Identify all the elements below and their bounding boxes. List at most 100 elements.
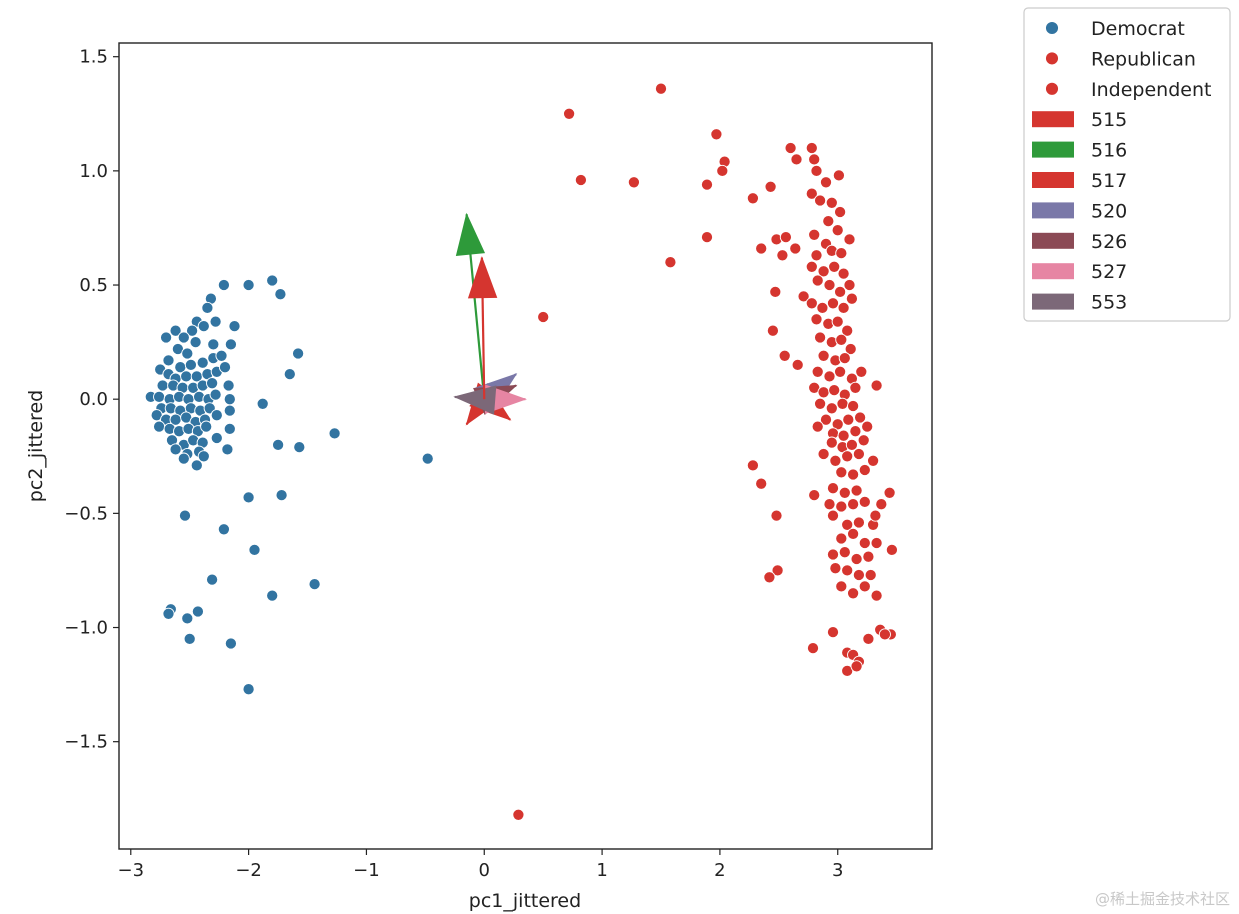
legend-label: Democrat [1091, 18, 1185, 40]
data-point-republican [574, 173, 587, 187]
legend-patch [1032, 172, 1074, 188]
data-point-republican [825, 436, 838, 449]
data-point-republican [870, 379, 883, 392]
data-point-democrat [248, 543, 261, 556]
data-point-democrat [207, 338, 220, 351]
data-point-democrat [162, 607, 175, 620]
data-point-democrat [210, 431, 223, 445]
data-point-democrat [209, 315, 222, 328]
data-point-democrat [169, 324, 182, 337]
data-point-republican [845, 292, 858, 305]
data-point-democrat [189, 336, 202, 349]
y-tick-label: 1.5 [79, 47, 108, 68]
data-point-republican [826, 297, 840, 310]
legend-patch [1032, 293, 1074, 310]
legend-label: 516 [1091, 140, 1127, 162]
y-tick-label: −1.5 [64, 732, 108, 753]
data-point-democrat [177, 331, 190, 344]
y-tick-label: 0.5 [79, 275, 108, 296]
data-point-republican [716, 164, 729, 177]
data-point-republican [810, 249, 823, 262]
data-point-republican [823, 370, 836, 383]
y-axis-label: pc2_jittered [25, 390, 47, 502]
legend-label: Republican [1091, 48, 1196, 70]
data-point-democrat [178, 509, 192, 522]
data-point-democrat [177, 452, 190, 465]
data-point-republican [710, 128, 723, 141]
data-point-republican [885, 543, 898, 556]
data-point-republican [861, 420, 874, 433]
x-tick-label: −1 [353, 860, 380, 881]
data-point-republican [805, 297, 818, 310]
data-point-democrat [218, 361, 232, 374]
data-point-democrat [242, 278, 255, 292]
data-point-republican [825, 196, 838, 209]
data-point-democrat [197, 320, 210, 333]
data-point-democrat [180, 370, 193, 383]
arrow-head [467, 256, 498, 299]
data-point-republican [842, 413, 855, 426]
data-point-republican [819, 176, 833, 189]
data-point-republican [855, 365, 868, 378]
data-point-republican [831, 224, 844, 237]
data-point-democrat [156, 379, 169, 392]
data-point-republican [817, 349, 830, 362]
legend-label: Independent [1091, 79, 1211, 101]
data-point-republican [835, 466, 848, 479]
data-point-republican [746, 459, 759, 472]
data-point-democrat [223, 422, 236, 435]
data-point-democrat [206, 377, 219, 390]
data-point-republican [841, 518, 854, 531]
data-point-democrat [197, 450, 210, 463]
data-point-republican [512, 808, 525, 821]
data-point-democrat [221, 443, 234, 456]
data-point-republican [841, 324, 854, 337]
data-point-democrat [209, 388, 222, 401]
data-point-republican [746, 192, 759, 205]
legend-patch [1032, 232, 1074, 249]
data-point-republican [854, 411, 867, 424]
data-point-republican [826, 548, 840, 561]
data-point-republican [869, 509, 882, 522]
data-point-republican [828, 260, 841, 273]
data-point-democrat [242, 491, 255, 504]
data-point-republican [808, 489, 821, 502]
data-point-republican [834, 205, 847, 219]
arrow-516 [455, 212, 486, 400]
data-point-republican [862, 550, 875, 563]
data-point-republican [823, 278, 836, 292]
data-point-republican [847, 587, 860, 600]
data-point-republican [829, 454, 842, 467]
loading-arrows [453, 212, 528, 426]
data-point-republican [805, 187, 818, 200]
data-point-republican [858, 536, 871, 550]
data-point-democrat [266, 274, 279, 287]
x-tick-label: 2 [714, 860, 725, 881]
data-point-republican [837, 301, 850, 314]
data-point-republican [791, 358, 804, 371]
data-point-democrat [223, 404, 236, 417]
arrow-head [455, 212, 486, 256]
data-point-republican [858, 580, 871, 593]
data-point-republican [838, 486, 851, 499]
data-point-republican [849, 381, 862, 394]
data-point-republican [778, 349, 791, 362]
data-point-republican [822, 215, 835, 228]
watermark: @稀土掘金技术社区 [1095, 890, 1230, 908]
data-point-republican [806, 642, 820, 655]
data-point-democrat [169, 443, 182, 456]
data-point-democrat [190, 459, 203, 472]
data-point-republican [797, 290, 810, 303]
data-point-republican [857, 434, 870, 447]
data-point-republican [841, 450, 854, 463]
data-point-republican [817, 386, 830, 399]
legend-marker [1045, 81, 1059, 96]
data-point-republican [814, 397, 827, 410]
data-point-republican [816, 301, 829, 314]
data-point-democrat [217, 523, 230, 536]
data-point-democrat [184, 358, 197, 371]
y-tick-label: 0.0 [79, 389, 108, 410]
x-axis-label: pc1_jittered [469, 890, 581, 912]
data-point-republican [835, 333, 848, 346]
